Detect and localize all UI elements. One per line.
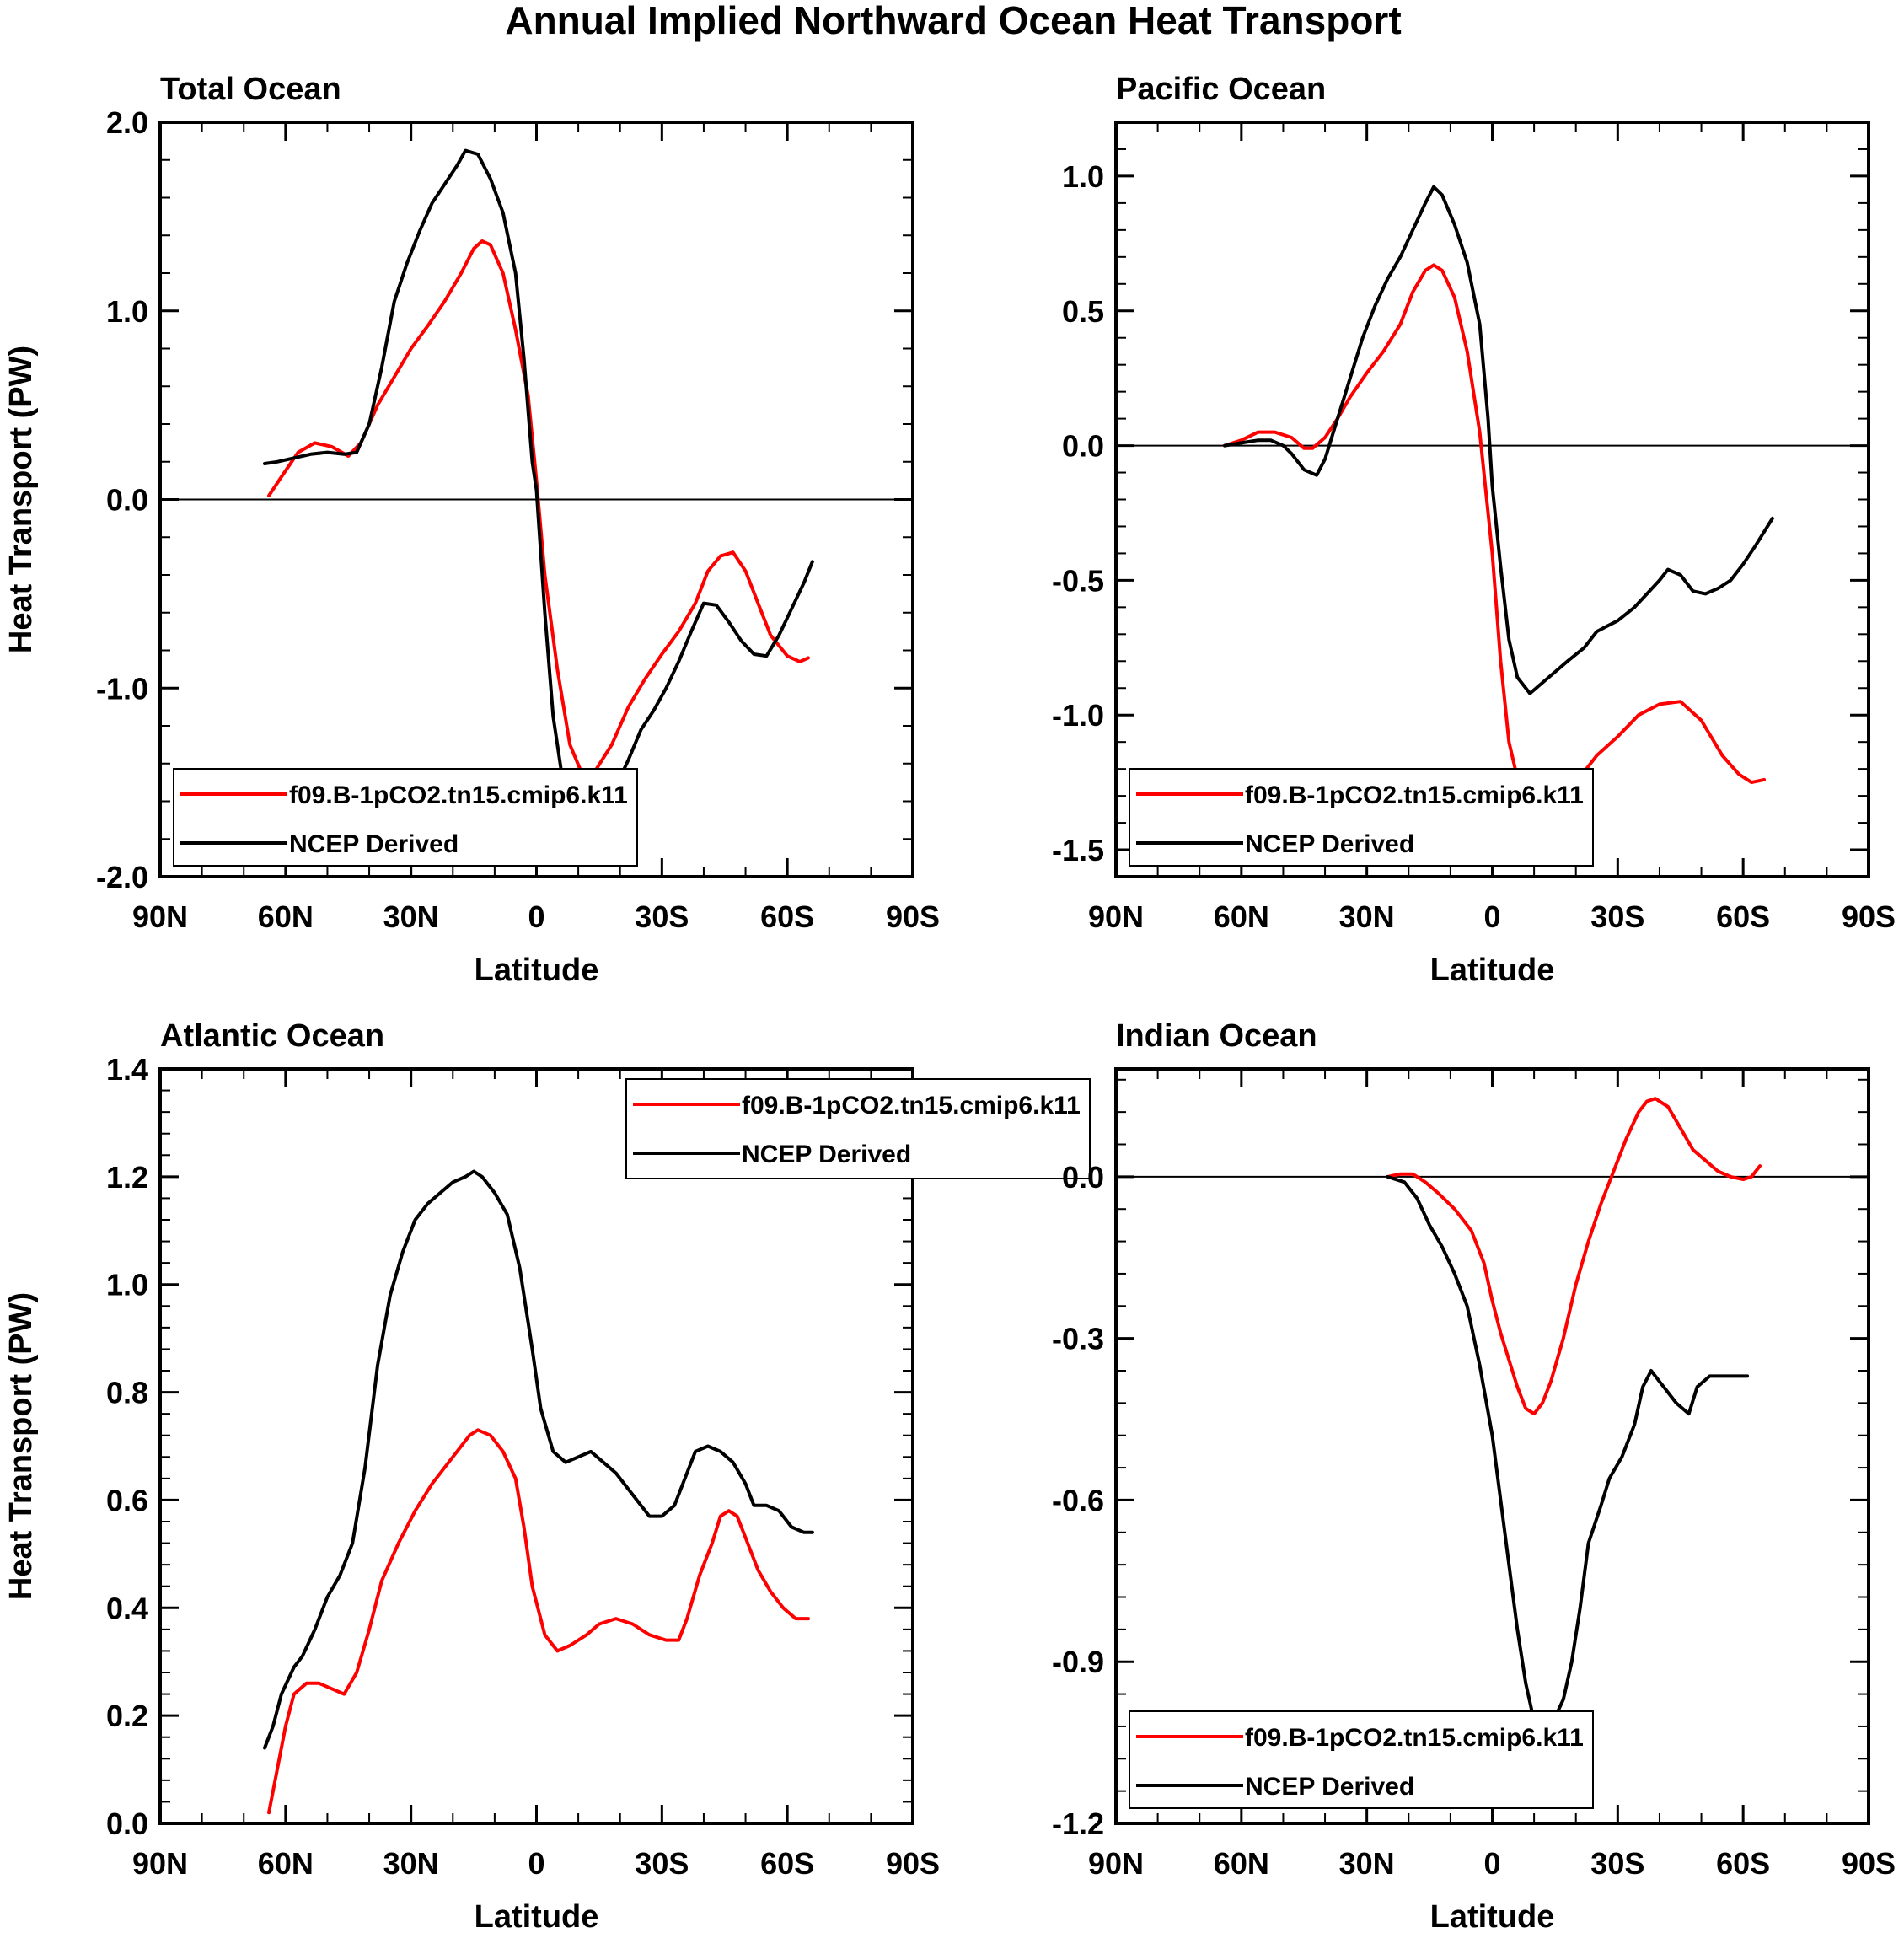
y-tick-label: -0.6	[1052, 1483, 1104, 1517]
y-axis-label: Heat Transport (PW)	[3, 346, 39, 653]
x-tick-label: 30N	[1339, 1846, 1395, 1881]
x-tick-label: 90N	[132, 1846, 188, 1881]
y-tick-label: -1.2	[1052, 1807, 1104, 1841]
y-tick-label: 0.0	[106, 1807, 148, 1841]
x-tick-label: 30N	[1339, 899, 1395, 934]
series-line-ncep-derived	[1223, 185, 1774, 695]
y-tick-label: 0.8	[106, 1376, 148, 1410]
x-tick-label: 60N	[1214, 899, 1269, 934]
panel-pacific-ocean: Pacific Ocean 90N 60N 30N 0 30S 60S 90S -1.5 -1.0…	[1052, 72, 1896, 988]
x-tick-label: 90N	[1088, 1846, 1144, 1881]
legend-label: f09.B-1pCO2.tn15.cmip6.k11	[1245, 781, 1584, 809]
series-line-f09-b-1pco2-tn15-cmip6-k11	[1386, 1097, 1762, 1416]
x-tick-label: 30S	[1590, 1846, 1644, 1881]
legend: f09.B-1pCO2.tn15.cmip6.k11 NCEP Derived	[1129, 768, 1594, 867]
plot-frame	[1114, 1067, 1870, 1825]
panel-title: Total Ocean	[160, 72, 341, 107]
y-tick-label: -0.9	[1052, 1645, 1104, 1679]
legend-label: NCEP Derived	[1245, 830, 1414, 858]
x-axis-label: Latitude	[475, 1899, 599, 1935]
y-tick-label: 1.0	[106, 294, 148, 329]
series-line-f09-b-1pco2-tn15-cmip6-k11	[267, 1428, 810, 1815]
x-tick-label: 0	[528, 1846, 544, 1881]
y-tick-label: 0.4	[106, 1591, 148, 1625]
y-tick-label: 1.2	[106, 1160, 148, 1195]
y-tick-label: -1.0	[96, 671, 148, 706]
figure-title: Annual Implied Northward Ocean Heat Tran…	[505, 0, 1401, 42]
x-tick-label: 60N	[1214, 1846, 1269, 1881]
x-tick-label: 90S	[1842, 1846, 1896, 1881]
y-tick-label: 1.0	[1062, 159, 1104, 194]
legend-label: NCEP Derived	[1245, 1773, 1414, 1801]
legend-label: NCEP Derived	[289, 830, 459, 858]
x-tick-label: 30N	[383, 1846, 439, 1881]
y-axis-label: Heat Transport (PW)	[3, 1292, 39, 1600]
legend-box	[1129, 768, 1594, 867]
legend-label: NCEP Derived	[742, 1141, 911, 1168]
x-tick-label: 0	[1483, 899, 1500, 934]
legend-label: f09.B-1pCO2.tn15.cmip6.k11	[289, 781, 628, 809]
x-axis-label: Latitude	[1430, 953, 1555, 988]
y-tick-label: 2.0	[106, 105, 148, 140]
panel-title: Atlantic Ocean	[160, 1018, 384, 1054]
y-tick-label: 0.2	[106, 1699, 148, 1733]
x-tick-label: 90S	[1842, 899, 1896, 934]
y-tick-label: -1.0	[1052, 698, 1104, 733]
legend-label: f09.B-1pCO2.tn15.cmip6.k11	[742, 1092, 1081, 1119]
legend: f09.B-1pCO2.tn15.cmip6.k11 NCEP Derived	[173, 768, 638, 867]
series-line-ncep-derived	[1386, 1174, 1750, 1739]
plot-frame	[158, 1067, 914, 1825]
x-tick-label: 30S	[635, 899, 689, 934]
y-tick-label: 1.4	[106, 1052, 148, 1087]
x-tick-label: 90N	[1088, 899, 1144, 934]
legend-box	[1129, 1710, 1594, 1809]
y-tick-label: 0.0	[1062, 1160, 1104, 1195]
x-tick-label: 0	[1483, 1846, 1500, 1881]
x-tick-label: 60S	[760, 1846, 814, 1881]
legend-box	[173, 768, 638, 867]
x-tick-label: 60N	[258, 899, 314, 934]
series-line-ncep-derived	[263, 1169, 814, 1750]
panel-title: Pacific Ocean	[1116, 72, 1326, 107]
panel-title: Indian Ocean	[1116, 1018, 1317, 1054]
y-tick-label: 0.0	[106, 483, 148, 518]
x-tick-label: 90N	[132, 899, 188, 934]
x-tick-label: 30S	[1590, 899, 1644, 934]
y-tick-label: 1.0	[106, 1268, 148, 1302]
y-tick-label: -2.0	[96, 860, 148, 894]
panel-atlantic-ocean: Atlantic Ocean 90N 60N 30N 0 30S 60S 90S 0.0 0.2 0…	[3, 1018, 1091, 1935]
legend-label: f09.B-1pCO2.tn15.cmip6.k11	[1245, 1724, 1584, 1752]
plot-frame	[1114, 121, 1870, 878]
legend: f09.B-1pCO2.tn15.cmip6.k11 NCEP Derived	[625, 1078, 1091, 1179]
x-tick-label: 30N	[383, 899, 439, 934]
x-axis-label: Latitude	[475, 953, 599, 988]
series-line-ncep-derived	[263, 148, 814, 819]
x-tick-label: 60N	[258, 1846, 314, 1881]
x-tick-label: 60S	[1716, 899, 1770, 934]
x-axis-label: Latitude	[1430, 1899, 1555, 1935]
x-tick-label: 90S	[886, 899, 940, 934]
x-tick-label: 60S	[1716, 1846, 1770, 1881]
series-line-f09-b-1pco2-tn15-cmip6-k11	[1223, 263, 1766, 819]
x-tick-label: 0	[528, 899, 544, 934]
x-tick-label: 30S	[635, 1846, 689, 1881]
y-tick-label: -0.3	[1052, 1322, 1104, 1356]
panel-total-ocean: Total Ocean 90N 60N 30N 0 30S 60S 90S -2.0 -1.0 0.…	[3, 72, 940, 988]
x-tick-label: 60S	[760, 899, 814, 934]
legend-box	[625, 1078, 1091, 1179]
x-tick-label: 90S	[886, 1846, 940, 1881]
panel-indian-ocean: Indian Ocean 90N 60N 30N 0 30S 60S 90S -1.2 -0.9 -…	[1052, 1018, 1896, 1935]
plot-frame	[158, 121, 914, 878]
y-tick-label: 0.6	[106, 1483, 148, 1517]
y-tick-label: -1.5	[1052, 833, 1104, 867]
legend: f09.B-1pCO2.tn15.cmip6.k11 NCEP Derived	[1129, 1710, 1594, 1809]
y-tick-label: 0.0	[1062, 429, 1104, 464]
y-tick-label: 0.5	[1062, 294, 1104, 329]
y-tick-label: -0.5	[1052, 563, 1104, 598]
